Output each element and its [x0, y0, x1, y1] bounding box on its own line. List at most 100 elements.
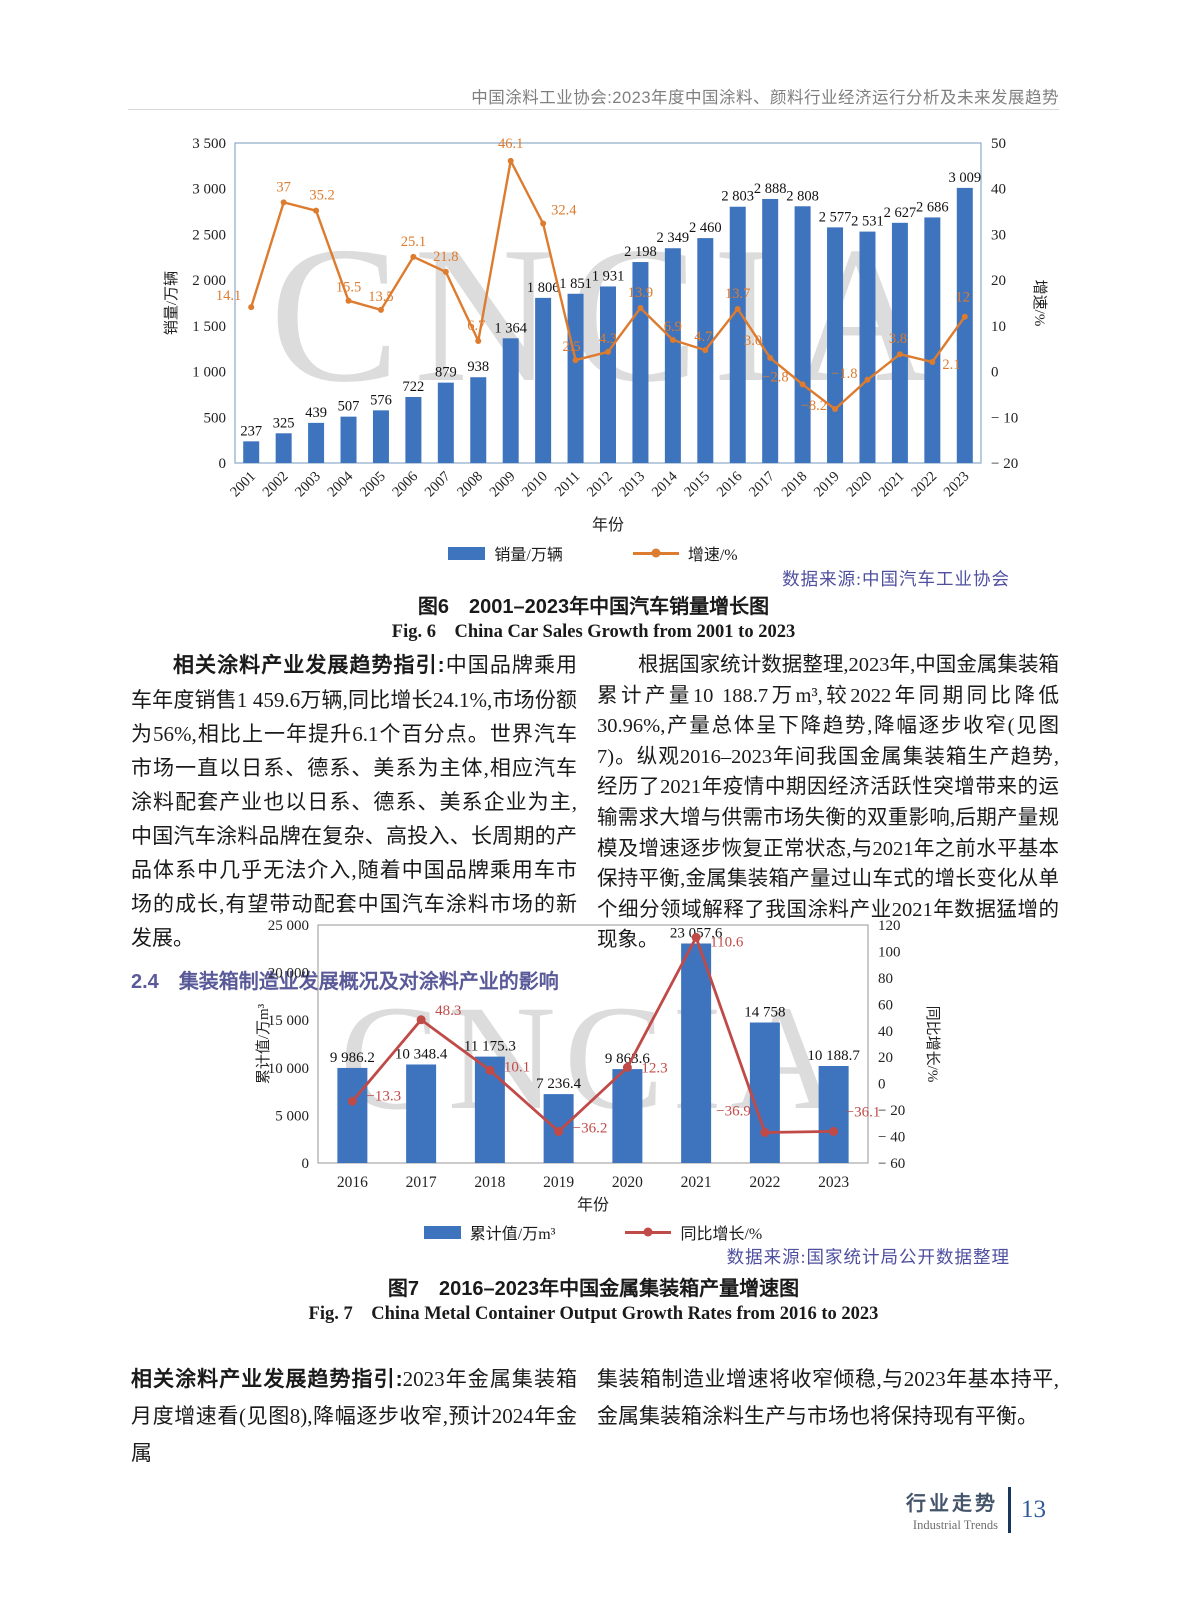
svg-text:2008: 2008 — [454, 469, 486, 501]
line-swatch-icon — [625, 1227, 672, 1237]
svg-text:1 806: 1 806 — [527, 280, 560, 296]
svg-text:0: 0 — [219, 456, 227, 472]
svg-text:2021: 2021 — [876, 469, 908, 501]
svg-text:−13.3: −13.3 — [366, 1088, 401, 1104]
paragraph-container-trend-body: 2023年金属集装箱月度增速看(见图8),降幅逐步收窄,预计2024年金属 — [131, 1367, 578, 1465]
svg-text:507: 507 — [338, 399, 360, 415]
svg-text:2019: 2019 — [543, 1174, 574, 1191]
fig7-legend-growth-label: 同比增长/% — [680, 1226, 763, 1243]
svg-text:37: 37 — [276, 179, 291, 195]
paragraph-container-overview: 根据国家统计数据整理,2023年,中国金属集装箱累计产量10 188.7万m³,… — [597, 654, 1059, 952]
fig6-legend: 销量/万辆 增速/% — [128, 541, 1058, 565]
fig6-legend-sales: 销量/万辆 — [448, 541, 563, 565]
svg-text:−36.2: −36.2 — [573, 1121, 608, 1137]
fig7-legend-volume-label: 累计值/万m³ — [469, 1226, 556, 1243]
svg-text:20: 20 — [878, 1050, 893, 1066]
section-heading-2-4: 2.4 集装箱制造业发展概况及对涂料产业的影响 — [131, 965, 577, 999]
paragraph-car-trend: 相关涂料产业发展趋势指引:中国品牌乘用车年度销售1 459.6万辆,同比增长24… — [131, 648, 577, 955]
svg-text:2009: 2009 — [487, 469, 519, 501]
svg-text:2 198: 2 198 — [624, 244, 657, 260]
svg-text:60: 60 — [878, 997, 893, 1013]
svg-text:2021: 2021 — [681, 1174, 712, 1191]
svg-text:2004: 2004 — [325, 468, 357, 500]
svg-text:6.9: 6.9 — [664, 319, 682, 335]
line-swatch-icon — [632, 548, 679, 558]
svg-text:9 986.2: 9 986.2 — [330, 1050, 375, 1066]
svg-text:0: 0 — [302, 1156, 310, 1172]
page-footer: 行业走势 Industrial Trends 13 — [906, 1487, 1046, 1533]
paragraph-container-trend-cont: 集装箱制造业增速将收窄倾稳,与2023年基本持平,金属集装箱涂料生产与市场也将保… — [597, 1367, 1059, 1428]
svg-text:439: 439 — [305, 405, 327, 421]
svg-text:4.3: 4.3 — [599, 331, 617, 347]
svg-text:2003: 2003 — [292, 469, 324, 501]
svg-text:2019: 2019 — [811, 469, 843, 501]
svg-text:6.7: 6.7 — [467, 318, 485, 334]
svg-text:2012: 2012 — [584, 469, 616, 501]
paragraph-container-trend-lead: 相关涂料产业发展趋势指引: — [131, 1368, 403, 1391]
fig6-legend-growth: 增速/% — [632, 541, 738, 565]
svg-text:40: 40 — [991, 182, 1006, 198]
page-number: 13 — [1021, 1496, 1046, 1523]
svg-text:5 000: 5 000 — [275, 1108, 309, 1124]
svg-text:11 175.3: 11 175.3 — [464, 1039, 516, 1055]
section-title: 集装箱制造业发展概况及对涂料产业的影响 — [178, 971, 559, 993]
svg-text:− 40: − 40 — [878, 1130, 905, 1146]
svg-text:2 888: 2 888 — [754, 181, 787, 197]
footer-section-name: 行业走势 Industrial Trends — [906, 1487, 998, 1533]
svg-text:2020: 2020 — [612, 1174, 643, 1191]
svg-text:−8.2: −8.2 — [801, 398, 827, 414]
svg-text:12: 12 — [956, 290, 971, 306]
svg-text:2 803: 2 803 — [721, 189, 754, 205]
svg-text:2010: 2010 — [519, 469, 551, 501]
fig6-legend-sales-label: 销量/万辆 — [494, 547, 563, 564]
bar-swatch-icon — [448, 546, 486, 560]
svg-text:21.8: 21.8 — [433, 249, 458, 265]
svg-text:3.8: 3.8 — [889, 331, 907, 347]
svg-text:1 500: 1 500 — [192, 319, 226, 335]
svg-text:2014: 2014 — [649, 468, 681, 500]
svg-text:13.5: 13.5 — [368, 289, 393, 305]
svg-text:年份: 年份 — [592, 516, 624, 534]
svg-text:120: 120 — [878, 918, 901, 934]
svg-text:同比增长/%: 同比增长/% — [924, 1006, 941, 1083]
svg-text:938: 938 — [467, 359, 489, 375]
svg-text:−1.8: −1.8 — [831, 366, 857, 382]
svg-text:40: 40 — [878, 1024, 893, 1040]
svg-text:15 000: 15 000 — [268, 1013, 309, 1029]
svg-text:−36.1: −36.1 — [846, 1104, 881, 1120]
fig7-legend-growth: 同比增长/% — [625, 1220, 762, 1244]
svg-text:3 500: 3 500 — [192, 136, 226, 152]
svg-text:2023: 2023 — [818, 1174, 849, 1191]
svg-text:2 808: 2 808 — [786, 188, 819, 204]
svg-text:50: 50 — [991, 136, 1006, 152]
svg-text:20: 20 — [991, 273, 1006, 289]
svg-text:− 10: − 10 — [991, 410, 1018, 426]
line-marker-icon — [651, 548, 661, 558]
svg-text:年份: 年份 — [577, 1196, 609, 1214]
svg-text:2 627: 2 627 — [884, 205, 917, 221]
svg-text:10 188.7: 10 188.7 — [807, 1048, 860, 1064]
svg-text:25 000: 25 000 — [268, 918, 309, 934]
svg-text:2017: 2017 — [746, 469, 778, 501]
paragraph-car-trend-body: 中国品牌乘用车年度销售1 459.6万辆,同比增长24.1%,市场份额为56%,… — [131, 653, 578, 950]
fig6-data-source: 数据来源:中国汽车工业协会 — [782, 569, 1010, 589]
svg-text:2020: 2020 — [843, 469, 875, 501]
paragraph-car-trend-lead: 相关涂料产业发展趋势指引: — [173, 654, 445, 677]
body-column-left: 相关涂料产业发展趋势指引:中国品牌乘用车年度销售1 459.6万辆,同比增长24… — [131, 648, 577, 999]
svg-text:10.1: 10.1 — [504, 1059, 530, 1075]
svg-text:2 460: 2 460 — [689, 220, 722, 236]
bottom-column-right: 集装箱制造业增速将收窄倾稳,与2023年基本持平,金属集装箱涂料生产与市场也将保… — [597, 1340, 1059, 1456]
fig6-caption-zh: 图6 2001–2023年中国汽车销量增长图 — [417, 596, 770, 618]
svg-text:2015: 2015 — [681, 469, 713, 501]
svg-text:2 531: 2 531 — [851, 214, 884, 230]
footer-title-en: Industrial Trends — [912, 1518, 998, 1532]
svg-text:2006: 2006 — [389, 469, 421, 501]
svg-text:2016: 2016 — [714, 469, 746, 501]
fig7-data-source: 数据来源:国家统计局公开数据整理 — [726, 1247, 1010, 1267]
svg-text:32.4: 32.4 — [551, 202, 577, 218]
svg-text:2.1: 2.1 — [942, 357, 960, 373]
svg-text:−36.9: −36.9 — [716, 1103, 751, 1119]
svg-text:− 20: − 20 — [878, 1103, 905, 1119]
svg-text:879: 879 — [435, 365, 457, 381]
